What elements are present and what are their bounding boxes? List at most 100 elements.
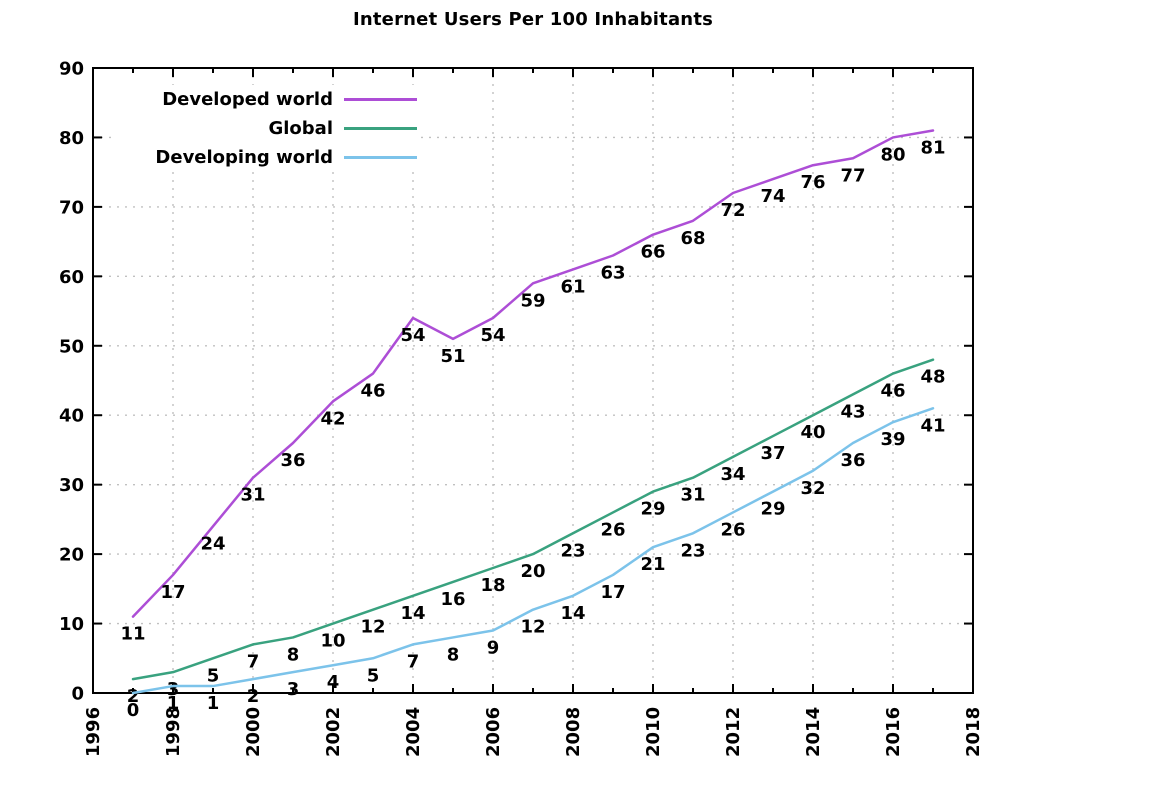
data-label: 31 xyxy=(680,485,705,506)
x-tick-label: 2016 xyxy=(883,707,904,757)
data-label: 12 xyxy=(360,617,385,638)
chart-title: Internet Users Per 100 Inhabitants xyxy=(352,9,714,30)
data-label: 8 xyxy=(447,644,460,665)
series-line-0 xyxy=(131,129,935,618)
data-label: 37 xyxy=(760,443,785,464)
x-tick-label: 2010 xyxy=(643,707,664,757)
x-tick-label: 2018 xyxy=(963,707,984,757)
data-label: 40 xyxy=(800,422,825,443)
data-label: 9 xyxy=(487,638,500,659)
legend-item-developing-world: Developing world xyxy=(111,143,417,172)
x-tick-label: 1996 xyxy=(83,707,104,757)
y-tick-label: 20 xyxy=(59,545,84,566)
y-tick-label: 70 xyxy=(59,197,84,218)
data-label: 66 xyxy=(640,242,665,263)
legend-line-sample-developing-world xyxy=(344,156,417,159)
data-label: 1 xyxy=(167,693,180,714)
data-label: 3 xyxy=(167,679,180,700)
y-tick-label: 60 xyxy=(59,267,84,288)
y-tick-label: 90 xyxy=(59,59,84,80)
data-label: 77 xyxy=(840,165,865,186)
data-label: 20 xyxy=(520,561,545,582)
data-label: 12 xyxy=(520,617,545,638)
data-label: 7 xyxy=(247,651,260,672)
data-label: 14 xyxy=(400,603,425,624)
data-label: 8 xyxy=(287,644,300,665)
data-label: 51 xyxy=(440,346,465,367)
data-label: 1 xyxy=(207,693,220,714)
data-label: 5 xyxy=(207,665,220,686)
data-label: 72 xyxy=(720,200,745,221)
x-tick-label: 2014 xyxy=(803,707,824,757)
data-label: 23 xyxy=(680,540,705,561)
legend-line-sample-global xyxy=(344,127,417,130)
data-label: 11 xyxy=(120,624,145,645)
data-label: 46 xyxy=(880,381,905,402)
legend-label-developed-world: Developed world xyxy=(162,89,333,110)
data-label: 18 xyxy=(480,575,505,596)
data-label: 29 xyxy=(760,499,785,520)
data-label: 26 xyxy=(720,519,745,540)
legend: Developed world Global Developing world xyxy=(111,85,417,172)
legend-label-global: Global xyxy=(268,118,333,139)
data-label: 36 xyxy=(280,450,305,471)
legend-label-developing-world: Developing world xyxy=(155,147,333,168)
y-tick-label: 40 xyxy=(59,406,84,427)
data-label: 17 xyxy=(160,582,185,603)
legend-line-sample-developed-world xyxy=(344,98,417,101)
x-tick-label: 1998 xyxy=(163,707,184,757)
x-tick-label: 2008 xyxy=(563,707,584,757)
y-tick-label: 80 xyxy=(59,128,84,149)
y-tick-label: 0 xyxy=(71,684,84,705)
data-label: 5 xyxy=(367,665,380,686)
data-label: 24 xyxy=(200,533,225,554)
data-label: 39 xyxy=(880,429,905,450)
data-label: 68 xyxy=(680,228,705,249)
data-label: 31 xyxy=(240,485,265,506)
data-label: 26 xyxy=(600,519,625,540)
y-tick-label: 30 xyxy=(59,475,84,496)
data-label: 21 xyxy=(640,554,665,575)
data-label: 14 xyxy=(560,603,585,624)
data-label: 7 xyxy=(407,651,420,672)
x-tick-label: 2004 xyxy=(403,707,424,757)
data-label: 81 xyxy=(920,138,945,159)
series-line-2 xyxy=(131,407,935,695)
data-label: 34 xyxy=(720,464,745,485)
data-label: 2 xyxy=(247,686,260,707)
data-label: 10 xyxy=(320,631,345,652)
x-tick-label: 2000 xyxy=(243,707,264,757)
data-label: 46 xyxy=(360,381,385,402)
data-label: 54 xyxy=(400,325,425,346)
data-label: 4 xyxy=(327,672,340,693)
data-label: 23 xyxy=(560,540,585,561)
data-label: 80 xyxy=(880,144,905,165)
x-tick-label: 2006 xyxy=(483,707,504,757)
x-tick-label: 2002 xyxy=(323,707,344,757)
data-label: 32 xyxy=(800,478,825,499)
data-label: 74 xyxy=(760,186,785,207)
series-line-1 xyxy=(131,358,935,681)
data-label: 3 xyxy=(287,679,300,700)
data-label: 54 xyxy=(480,325,505,346)
y-tick-label: 10 xyxy=(59,614,84,635)
data-label: 61 xyxy=(560,276,585,297)
legend-item-developed-world: Developed world xyxy=(111,85,417,114)
data-label: 41 xyxy=(920,415,945,436)
data-label: 36 xyxy=(840,450,865,471)
data-label: 0 xyxy=(127,700,140,721)
data-label: 42 xyxy=(320,408,345,429)
data-label: 76 xyxy=(800,172,825,193)
legend-item-global: Global xyxy=(111,114,417,143)
y-tick-label: 50 xyxy=(59,336,84,357)
data-label: 16 xyxy=(440,589,465,610)
data-label: 59 xyxy=(520,290,545,311)
data-label: 29 xyxy=(640,499,665,520)
data-label: 43 xyxy=(840,401,865,422)
data-label: 63 xyxy=(600,263,625,284)
data-label: 17 xyxy=(600,582,625,603)
data-label: 48 xyxy=(920,367,945,388)
x-tick-label: 2012 xyxy=(723,707,744,757)
